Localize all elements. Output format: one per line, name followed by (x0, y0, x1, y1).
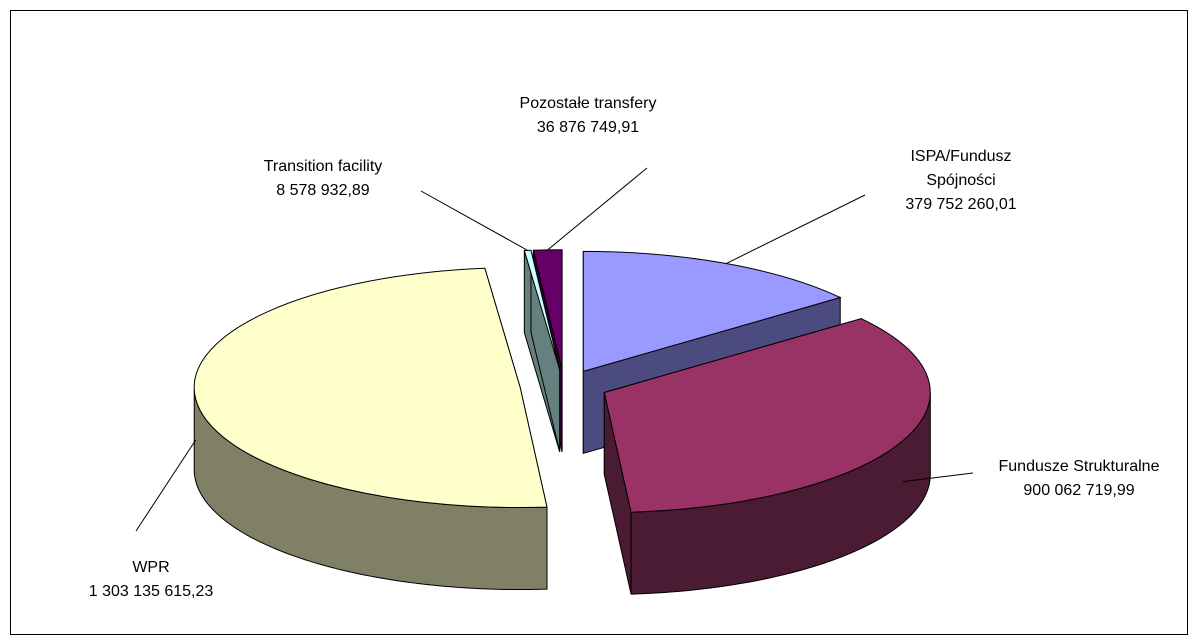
data-label-value-3: 8 578 932,89 (276, 182, 370, 199)
slice-top-1 (603, 318, 931, 513)
data-label-1: Fundusze Strukturalne 900 062 719,99 (999, 458, 1160, 499)
data-label-name-4: Pozostałe transfery (520, 95, 657, 112)
slice-top-3 (523, 249, 561, 370)
data-label-name-3: Transition facility (264, 158, 383, 175)
slice-top-2 (193, 267, 548, 509)
data-label-name-1: Fundusze Strukturalne (999, 458, 1160, 475)
data-label-value-2: 1 303 135 615,23 (89, 583, 214, 600)
data-label-name-0: Spójności (926, 172, 995, 189)
slice-top-4 (532, 249, 563, 370)
data-label-value-0: 379 752 260,01 (905, 196, 1016, 213)
leader-line-4 (547, 167, 648, 251)
data-label-3: Transition facility 8 578 932,89 (264, 158, 383, 199)
data-label-value-4: 36 876 749,91 (537, 119, 639, 136)
data-label-name-0: ISPA/Fundusz (910, 148, 1011, 165)
leader-line-3 (420, 190, 528, 251)
pie-slice-2 (193, 267, 548, 591)
pie-slice-3 (523, 249, 561, 452)
data-label-0: ISPA/Fundusz Spójności 379 752 260,01 (905, 148, 1016, 213)
leader-line-0 (726, 194, 866, 264)
data-label-4: Pozostałe transfery 36 876 749,91 (520, 95, 657, 136)
data-label-2: WPR 1 303 135 615,23 (89, 559, 214, 600)
chart-area: ISPA/Fundusz Spójności 379 752 260,01 Fundu… (10, 10, 1188, 635)
data-label-value-1: 900 062 719,99 (1023, 482, 1134, 499)
pie-chart: ISPA/Fundusz Spójności 379 752 260,01 Fundu… (89, 95, 1160, 600)
data-label-name-2: WPR (132, 559, 169, 576)
leader-line-2 (135, 439, 197, 532)
leader-line-1 (902, 472, 974, 483)
pie-slice-1 (603, 318, 931, 595)
